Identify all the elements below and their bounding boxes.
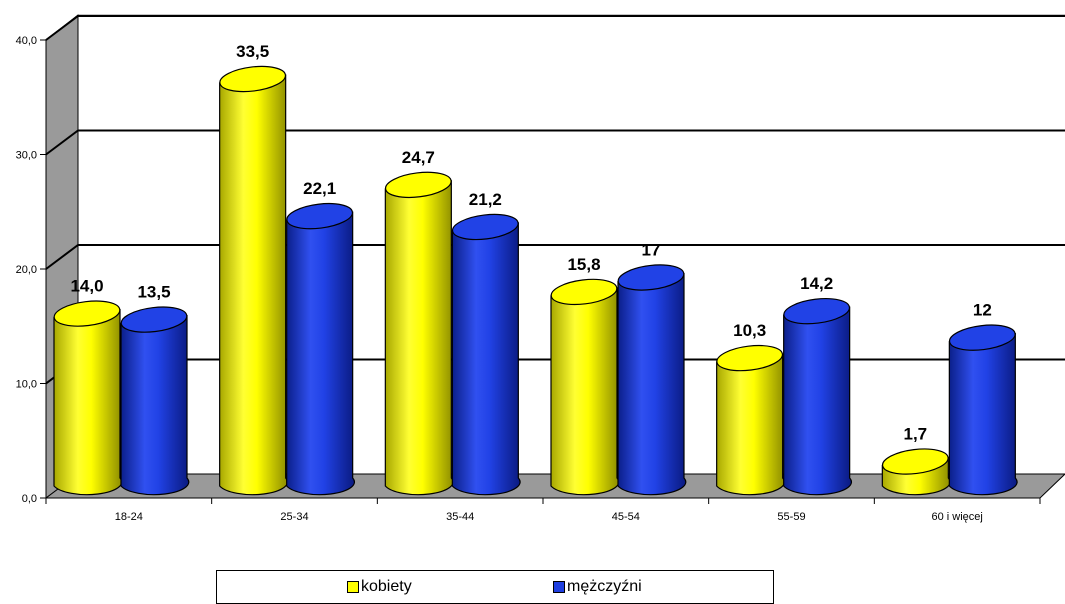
bar-body bbox=[286, 211, 356, 496]
data-labels: 14,0 13,5 33,5 22,1 24,7 21,2 15,8 17 10,3 14,2 1,… bbox=[70, 42, 991, 444]
bar-mezczyzni-4 bbox=[783, 298, 853, 496]
bar-mezczyzni-1 bbox=[286, 202, 356, 496]
axes bbox=[45, 40, 1040, 499]
data-label-mezczyzni-3: 17 bbox=[642, 240, 661, 259]
bar-body bbox=[783, 306, 853, 496]
bar-kobiety-4 bbox=[716, 344, 786, 496]
bar-top bbox=[716, 344, 784, 372]
bar-mezczyzni-0 bbox=[120, 306, 190, 496]
bar-kobiety-2 bbox=[384, 171, 454, 496]
bar-top bbox=[384, 171, 452, 199]
bar-top bbox=[948, 324, 1016, 351]
data-label-kobiety-3: 15,8 bbox=[567, 255, 600, 274]
bar-top bbox=[881, 448, 949, 475]
y-tick-label: 40,0 bbox=[16, 35, 37, 47]
bar-kobiety-0 bbox=[53, 300, 123, 496]
y-axis-ticks: 0,0 10,0 20,0 30,0 40,0 bbox=[16, 35, 46, 505]
y-tick-label: 20,0 bbox=[16, 264, 37, 276]
y-tick-label: 10,0 bbox=[16, 379, 37, 391]
data-label-mezczyzni-5: 12 bbox=[973, 301, 992, 320]
x-tick-label: 55-59 bbox=[777, 511, 805, 523]
data-label-kobiety-2: 24,7 bbox=[402, 148, 435, 167]
x-tick-label: 60 i więcej bbox=[931, 511, 982, 523]
bar-top bbox=[451, 213, 519, 241]
y-tick-label: 30,0 bbox=[16, 150, 37, 162]
gridline bbox=[45, 15, 1065, 41]
legend-label-mezczyzni: mężczyźni bbox=[567, 578, 642, 595]
bar-body bbox=[384, 180, 454, 496]
data-label-mezczyzni-1: 22,1 bbox=[303, 179, 336, 198]
legend-item-kobiety: kobiety bbox=[347, 578, 412, 596]
bar-top bbox=[219, 65, 287, 93]
x-tick-label: 35-44 bbox=[446, 511, 474, 523]
x-tick-label: 25-34 bbox=[280, 511, 308, 523]
bar-top bbox=[783, 298, 851, 325]
bar-kobiety-3 bbox=[550, 278, 620, 496]
bar-top bbox=[286, 202, 354, 230]
data-label-kobiety-1: 33,5 bbox=[236, 42, 269, 61]
legend-swatch-kobiety bbox=[347, 581, 359, 593]
bar-top bbox=[550, 278, 618, 306]
bars bbox=[53, 65, 1018, 496]
data-label-kobiety-5: 1,7 bbox=[904, 425, 928, 444]
legend-item-mezczyzni: mężczyźni bbox=[553, 578, 642, 596]
bar-top bbox=[617, 264, 685, 291]
bar-mezczyzni-3 bbox=[617, 264, 687, 496]
bar-body bbox=[617, 272, 687, 496]
bar-mezczyzni-5 bbox=[948, 324, 1018, 496]
bar-body bbox=[451, 222, 521, 496]
bar-body bbox=[550, 287, 620, 496]
bar-body bbox=[120, 314, 190, 496]
gridline bbox=[45, 129, 1065, 156]
data-label-kobiety-4: 10,3 bbox=[733, 321, 766, 340]
x-tick-label: 45-54 bbox=[612, 511, 640, 523]
bar-body bbox=[53, 308, 123, 496]
x-tick-label: 18-24 bbox=[115, 511, 143, 523]
data-label-mezczyzni-4: 14,2 bbox=[800, 274, 833, 293]
gridline bbox=[45, 244, 1065, 270]
legend: kobiety mężczyźni bbox=[216, 570, 774, 604]
bar-top bbox=[120, 306, 188, 333]
bar-top bbox=[53, 300, 121, 327]
bar-body bbox=[219, 74, 289, 496]
legend-swatch-mezczyzni bbox=[553, 581, 565, 593]
legend-label-kobiety: kobiety bbox=[361, 578, 412, 595]
bar-body bbox=[948, 332, 1018, 496]
bar-body bbox=[716, 353, 786, 496]
bar-mezczyzni-2 bbox=[451, 213, 521, 496]
bar-kobiety-1 bbox=[219, 65, 289, 496]
y-tick-label: 0,0 bbox=[22, 493, 37, 505]
data-label-mezczyzni-0: 13,5 bbox=[137, 283, 170, 302]
x-axis-ticks: 18-24 25-34 35-44 45-54 55-59 60 i więcej bbox=[45, 498, 1041, 523]
data-label-mezczyzni-2: 21,2 bbox=[469, 190, 502, 209]
bar-kobiety-5 bbox=[881, 448, 951, 496]
data-label-kobiety-0: 14,0 bbox=[70, 277, 103, 296]
